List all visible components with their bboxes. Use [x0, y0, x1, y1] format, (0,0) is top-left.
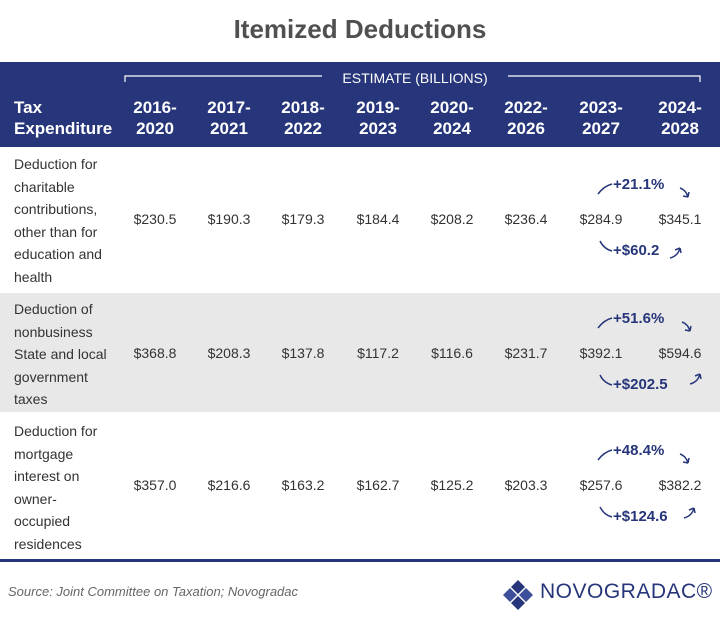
cell: $594.6: [658, 345, 702, 361]
row-label: other than for: [14, 223, 98, 240]
column-header: 2017-: [207, 98, 251, 117]
row-label: occupied: [14, 513, 71, 529]
row-label: mortgage: [14, 445, 74, 462]
row-label: Deduction of: [14, 301, 93, 317]
row-label: residences: [14, 535, 82, 552]
pct-change: +51.6%: [613, 310, 665, 327]
cell: $208.3: [207, 345, 251, 361]
source: Source: Joint Committee on Taxation; Nov…: [8, 584, 299, 599]
column-header: 2022: [284, 119, 322, 138]
column-header: 2021: [210, 119, 248, 138]
cell: $179.3: [281, 211, 325, 227]
row-label: owner-: [14, 490, 57, 507]
column-header: 2020: [136, 119, 174, 138]
row-label: charitable: [14, 178, 75, 195]
row-label: nonbusiness: [14, 323, 93, 340]
cell: $236.4: [504, 211, 548, 227]
cell: $257.6: [579, 477, 623, 493]
abs-change: +$202.5: [613, 376, 668, 393]
row-label: contributions,: [14, 201, 98, 217]
column-header: 2028: [661, 119, 699, 138]
title: Itemized Deductions: [233, 14, 487, 44]
row-label: education and: [14, 246, 102, 262]
pct-change: +48.4%: [613, 442, 665, 459]
cell: $382.2: [658, 477, 702, 493]
row-label: taxes: [14, 391, 48, 407]
column-header: 2019-: [356, 98, 400, 117]
cell: $116.6: [431, 345, 473, 361]
cell: $163.2: [281, 477, 325, 493]
cell: $190.3: [207, 211, 251, 227]
cell: $231.7: [504, 345, 548, 361]
pct-change: +21.1%: [613, 176, 665, 193]
bottom-rule: [0, 559, 720, 562]
cell: $345.1: [658, 211, 702, 227]
cell: $184.4: [356, 211, 400, 227]
row-label: health: [14, 268, 53, 285]
abs-change: +$60.2: [613, 242, 660, 259]
cell: $216.6: [207, 477, 251, 493]
cell: $125.2: [430, 477, 474, 493]
cell: $162.7: [356, 477, 400, 493]
column-header: 2018-: [281, 98, 325, 117]
column-header: 2023-: [579, 98, 623, 117]
cell: $284.9: [579, 211, 623, 227]
row-band: [0, 293, 720, 412]
cell: $230.5: [133, 211, 177, 227]
cell: $208.2: [430, 211, 474, 227]
cell: $357.0: [133, 477, 177, 493]
column-header: 2016-: [133, 98, 177, 117]
column-header: 2027: [582, 119, 620, 138]
column-header: 2020-: [430, 98, 474, 117]
cell: $117.2: [357, 345, 399, 361]
column-header: 2023: [359, 119, 397, 138]
cell: $368.8: [133, 345, 177, 361]
row-label: Deduction for: [14, 423, 98, 439]
cell: $392.1: [579, 345, 623, 361]
abs-change: +$124.6: [613, 508, 668, 525]
column-header: 2026: [507, 119, 545, 138]
row-label: government: [14, 368, 88, 385]
column-header: Expenditure: [14, 119, 113, 138]
column-header: 2024: [433, 119, 471, 138]
column-header: 2024-: [658, 98, 702, 117]
row-label: State and local: [14, 346, 107, 362]
cell: $137.8: [281, 345, 325, 361]
group-header: ESTIMATE (BILLIONS): [320, 68, 510, 89]
column-header: Tax: [14, 98, 43, 117]
row-label: interest on: [14, 468, 80, 484]
logo: NOVOGRADAC®: [540, 580, 713, 603]
column-header: 2022-: [504, 98, 548, 117]
row-label: Deduction for: [14, 156, 98, 172]
cell: $203.3: [504, 477, 548, 493]
